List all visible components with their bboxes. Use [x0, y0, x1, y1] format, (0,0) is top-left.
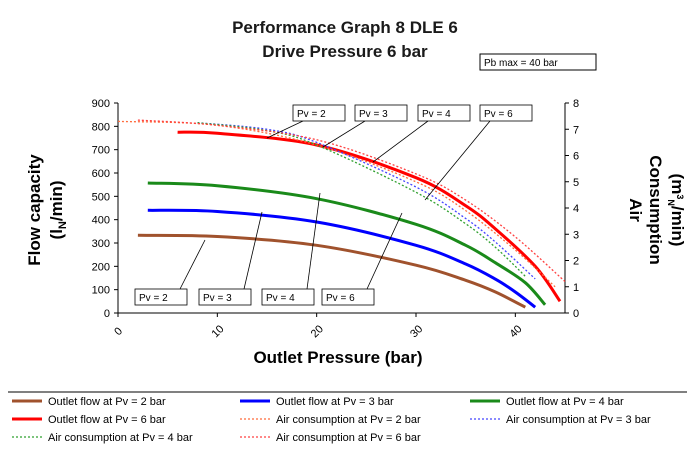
y2-tick-label: 6 [573, 151, 579, 163]
chart-title: Performance Graph 8 DLE 6 [232, 18, 458, 37]
annotation-label-top: Pv = 6 [484, 109, 513, 120]
y-tick-label: 700 [92, 145, 110, 157]
annotation-box [292, 104, 346, 122]
y2-tick-label: 3 [573, 229, 579, 241]
x-tick-label: 0 [112, 325, 125, 338]
series-line-2 [147, 208, 537, 309]
annotation-box [321, 288, 375, 306]
y-axis-title-sub-index: N [57, 221, 69, 229]
y2-axis-title-sub-end: /min) [668, 206, 687, 247]
y2-tick-label: 2 [573, 256, 579, 268]
series-line-8 [137, 119, 566, 282]
y2-axis-title-mid: Consumption [646, 155, 665, 265]
annotation-box [134, 288, 188, 306]
y-axis-title-sub-end: /min) [47, 181, 66, 222]
annotation-layer: Pv = 2 Pv = 3 Pv = 4 Pv = 6 Pv = 2 Pv = 3 Pv =… [134, 104, 533, 306]
x-tick-label: 20 [309, 323, 326, 340]
y2-axis-title-sup: 3 [675, 194, 685, 199]
note-box [479, 53, 597, 71]
ticks-layer: 0 100 200 300 400 500 600 700 800 900 0 1 2 3 4 5 6 7 8 0 10… [92, 98, 579, 340]
y-tick-label: 900 [92, 98, 110, 110]
series-line-1 [137, 233, 526, 309]
annotation-leader [366, 212, 403, 290]
y2-tick-label: 1 [573, 282, 579, 294]
annotation-leader [266, 120, 304, 139]
series-line-4 [177, 130, 562, 303]
x-tick-label: 10 [209, 323, 226, 340]
x-axis-title: Outlet Pressure (bar) [253, 348, 422, 367]
annotation-label-top: Pv = 4 [422, 109, 451, 120]
legend-label-2: Outlet flow at Pv = 3 bar [276, 396, 394, 408]
y-axis-title-sub: (lN/min) [47, 181, 69, 240]
annotation-leader [424, 120, 491, 201]
y-tick-label: 600 [92, 168, 110, 180]
x-tick-label: 30 [408, 323, 425, 340]
note-text: Pb max = 40 bar [484, 58, 558, 69]
legend-label-4: Outlet flow at Pv = 6 bar [48, 414, 166, 426]
y2-tick-label: 5 [573, 177, 579, 189]
legend-label-5: Air consumption at Pv = 2 bar [276, 414, 421, 426]
y2-axis-title: Air Consumption (m3N/min) [626, 155, 687, 265]
y2-axis-title-sub-index: N [666, 199, 676, 206]
annotation-leader [322, 120, 366, 148]
annotation-box [261, 288, 315, 306]
legend-label-7: Air consumption at Pv = 4 bar [48, 432, 193, 444]
y2-axis-title-main: Air [626, 198, 645, 222]
y2-tick-label: 0 [573, 308, 579, 320]
annotation-box [417, 104, 471, 122]
series-line-6 [197, 122, 536, 280]
annotation-box [354, 104, 408, 122]
annotation-leader [306, 192, 321, 290]
series-line-3 [147, 181, 547, 306]
annotation-box [198, 288, 252, 306]
y-axis-title-sub-a: (l [47, 229, 66, 239]
y-axis-title: Flow capacity (lN/min) [25, 154, 69, 266]
y-tick-label: 200 [92, 261, 110, 273]
annotation-label-bottom: Pv = 4 [266, 293, 295, 304]
annotation-label-top: Pv = 3 [359, 109, 388, 120]
series-layer [117, 119, 566, 309]
y2-axis-title-sub: (m3N/min) [666, 174, 687, 247]
annotation-label-top: Pv = 2 [297, 109, 326, 120]
annotation-label-bottom: Pv = 2 [139, 293, 168, 304]
legend-label-6: Air consumption at Pv = 3 bar [506, 414, 651, 426]
y2-axis-title-sub-a: (m [668, 174, 687, 195]
annotation-leader [179, 239, 206, 290]
x-tick-label: 40 [507, 323, 524, 340]
y-tick-label: 400 [92, 215, 110, 227]
legend-label-3: Outlet flow at Pv = 4 bar [506, 396, 624, 408]
annotation-label-bottom: Pv = 6 [326, 293, 355, 304]
legend-label-8: Air consumption at Pv = 6 bar [276, 432, 421, 444]
y-axis-title-main: Flow capacity [25, 154, 44, 266]
annotation-box [479, 104, 533, 122]
y-tick-label: 300 [92, 238, 110, 250]
annotation-leader [372, 120, 429, 163]
legend-label-1: Outlet flow at Pv = 2 bar [48, 396, 166, 408]
series-line-5 [117, 120, 556, 288]
y-tick-label: 100 [92, 285, 110, 297]
annotation-leader [243, 211, 263, 290]
y-tick-label: 500 [92, 191, 110, 203]
y2-tick-label: 7 [573, 124, 579, 136]
y-tick-label: 800 [92, 121, 110, 133]
chart-subtitle: Drive Pressure 6 bar [262, 42, 428, 61]
legend: Outlet flow at Pv = 2 bar Outlet flow at … [12, 396, 651, 444]
y-tick-label: 0 [104, 308, 110, 320]
y2-tick-label: 4 [573, 203, 579, 215]
annotation-label-bottom: Pv = 3 [203, 293, 232, 304]
y2-tick-label: 8 [573, 98, 579, 110]
